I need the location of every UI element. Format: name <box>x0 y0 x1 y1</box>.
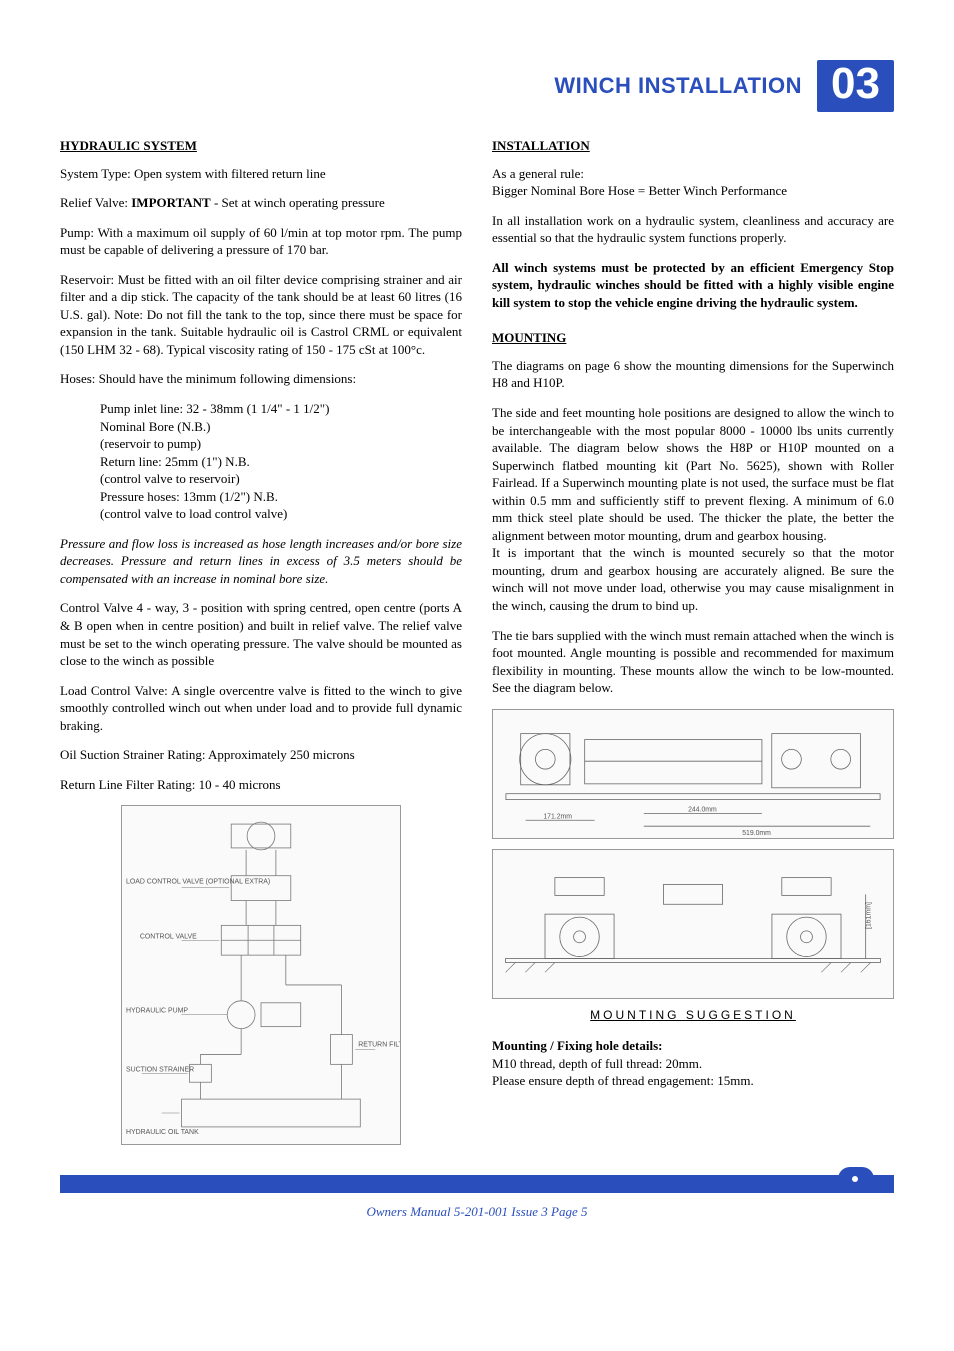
section-number-badge: 03 <box>817 60 894 112</box>
diagram-label-load-control: LOAD CONTROL VALVE (OPTIONAL EXTRA) <box>126 879 270 886</box>
footer-bar <box>60 1175 894 1193</box>
mounting-p4: The tie bars supplied with the winch mus… <box>492 627 894 697</box>
system-type-text: System Type: Open system with filtered r… <box>60 165 462 183</box>
winch-side-view-diagram: [161mm] <box>492 849 894 999</box>
footer-text: Owners Manual 5-201-001 Issue 3 Page 5 <box>60 1203 894 1221</box>
hose-line-4: (control valve to reservoir) <box>100 471 240 486</box>
hydraulic-schematic-diagram: LOAD CONTROL VALVE (OPTIONAL EXTRA) CONT… <box>121 805 401 1145</box>
relief-valve-important: IMPORTANT <box>131 195 210 210</box>
relief-valve-tail: - Set at winch operating pressure <box>211 195 385 210</box>
general-rule-1: As a general rule: <box>492 166 584 181</box>
hydraulic-system-heading: HYDRAULIC SYSTEM <box>60 137 462 155</box>
hose-line-2: (reservoir to pump) <box>100 436 201 451</box>
dim-171: 171.2mm <box>543 813 572 820</box>
mounting-p3: It is important that the winch is mounte… <box>492 544 894 614</box>
return-filter-text: Return Line Filter Rating: 10 - 40 micro… <box>60 776 462 794</box>
winch-top-view-diagram: 171.2mm 244.0mm 519.0mm <box>492 709 894 839</box>
emergency-stop-text: All winch systems must be protected by a… <box>492 259 894 312</box>
diagram-label-return-filter: RETURN FILTER <box>358 1042 400 1049</box>
hose-line-6: (control valve to load control valve) <box>100 506 287 521</box>
right-column: INSTALLATION As a general rule: Bigger N… <box>492 137 894 1145</box>
cleanliness-text: In all installation work on a hydraulic … <box>492 212 894 247</box>
installation-heading: INSTALLATION <box>492 137 894 155</box>
diagram-label-control-valve: CONTROL VALVE <box>140 934 197 941</box>
mounting-p1: The diagrams on page 6 show the mounting… <box>492 357 894 392</box>
oil-strainer-text: Oil Suction Strainer Rating: Approximate… <box>60 746 462 764</box>
hose-lines: Pump inlet line: 32 - 38mm (1 1/4" - 1 1… <box>100 400 462 523</box>
relief-valve-text: Relief Valve: IMPORTANT - Set at winch o… <box>60 194 462 212</box>
dim-519: 519.0mm <box>742 830 771 837</box>
page-header: WINCH INSTALLATION 03 <box>60 60 894 112</box>
mounting-p2: The side and feet mounting hole position… <box>492 404 894 544</box>
relief-valve-label: Relief Valve: <box>60 195 131 210</box>
dim-161: [161mm] <box>866 902 873 929</box>
load-control-text: Load Control Valve: A single overcentre … <box>60 682 462 735</box>
general-rule-2: Bigger Nominal Bore Hose = Better Winch … <box>492 183 787 198</box>
fixing-l2: Please ensure depth of thread engagement… <box>492 1073 754 1088</box>
mounting-heading: MOUNTING <box>492 329 894 347</box>
hose-line-1: Nominal Bore (N.B.) <box>100 419 210 434</box>
footer-knob-icon <box>838 1167 874 1191</box>
section-title: WINCH INSTALLATION <box>554 71 802 101</box>
fixing-details: Mounting / Fixing hole details: M10 thre… <box>492 1037 894 1090</box>
diagram-label-suction-strainer: SUCTION STRAINER <box>126 1067 194 1074</box>
general-rule: As a general rule: Bigger Nominal Bore H… <box>492 165 894 200</box>
left-column: HYDRAULIC SYSTEM System Type: Open syste… <box>60 137 462 1145</box>
hose-line-0: Pump inlet line: 32 - 38mm (1 1/4" - 1 1… <box>100 401 329 416</box>
fixing-l1: M10 thread, depth of full thread: 20mm. <box>492 1056 702 1071</box>
content-columns: HYDRAULIC SYSTEM System Type: Open syste… <box>60 137 894 1145</box>
dim-244: 244.0mm <box>688 806 717 813</box>
diagram-label-hydraulic-pump: HYDRAULIC PUMP <box>126 1008 188 1015</box>
control-valve-text: Control Valve 4 - way, 3 - position with… <box>60 599 462 669</box>
pressure-note: Pressure and flow loss is increased as h… <box>60 535 462 588</box>
fixing-heading: Mounting / Fixing hole details: <box>492 1038 662 1053</box>
hose-line-5: Pressure hoses: 13mm (1/2") N.B. <box>100 489 278 504</box>
hose-line-3: Return line: 25mm (1") N.B. <box>100 454 250 469</box>
pump-text: Pump: With a maximum oil supply of 60 l/… <box>60 224 462 259</box>
diagram-label-oil-tank: HYDRAULIC OIL TANK <box>126 1129 199 1136</box>
hoses-intro: Hoses: Should have the minimum following… <box>60 370 462 388</box>
mounting-caption: MOUNTING SUGGESTION <box>492 1007 894 1023</box>
reservoir-text: Reservoir: Must be fitted with an oil fi… <box>60 271 462 359</box>
